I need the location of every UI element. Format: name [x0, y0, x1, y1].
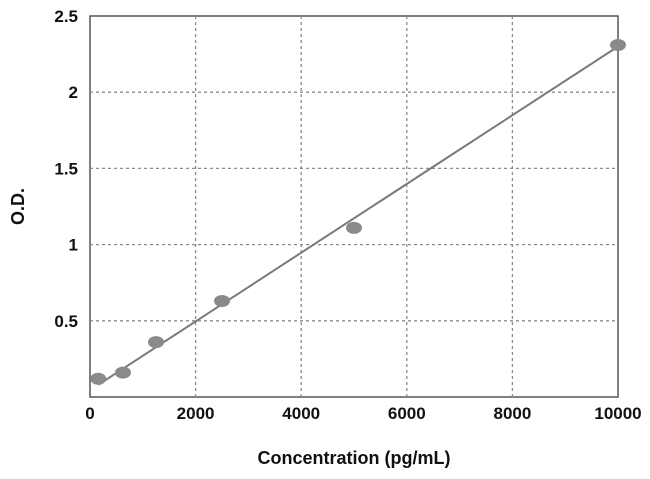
- plot-area-frame: [89, 15, 619, 398]
- data-point: [346, 221, 362, 234]
- x-axis-tick-labels: 0 2000 4000 6000 8000 10000: [85, 404, 641, 423]
- x-tick-label: 2000: [177, 404, 215, 423]
- grid-lines: [90, 16, 618, 397]
- y-tick-label: 2.5: [54, 7, 78, 26]
- y-tick-label: 2: [69, 83, 78, 102]
- x-tick-label: 6000: [388, 404, 426, 423]
- data-point: [214, 294, 230, 307]
- x-tick-label: 4000: [282, 404, 320, 423]
- regression-line: [97, 45, 619, 386]
- data-point: [115, 366, 131, 379]
- plot-area: [89, 15, 626, 398]
- x-tick-label: 10000: [594, 404, 641, 423]
- y-axis-tick-labels: 0.5 1 1.5 2 2.5: [54, 7, 78, 331]
- data-points: [90, 38, 626, 385]
- y-axis-title: O.D.: [8, 188, 28, 225]
- data-point: [148, 336, 164, 349]
- data-point: [610, 38, 626, 51]
- y-tick-label: 1: [69, 236, 78, 255]
- x-tick-label: 8000: [493, 404, 531, 423]
- x-tick-label: 0: [85, 404, 94, 423]
- y-tick-label: 0.5: [54, 312, 78, 331]
- data-point: [90, 372, 107, 385]
- x-axis-title: Concentration (pg/mL): [258, 448, 451, 468]
- y-tick-label: 1.5: [54, 159, 78, 178]
- fit-line-group: [97, 45, 619, 386]
